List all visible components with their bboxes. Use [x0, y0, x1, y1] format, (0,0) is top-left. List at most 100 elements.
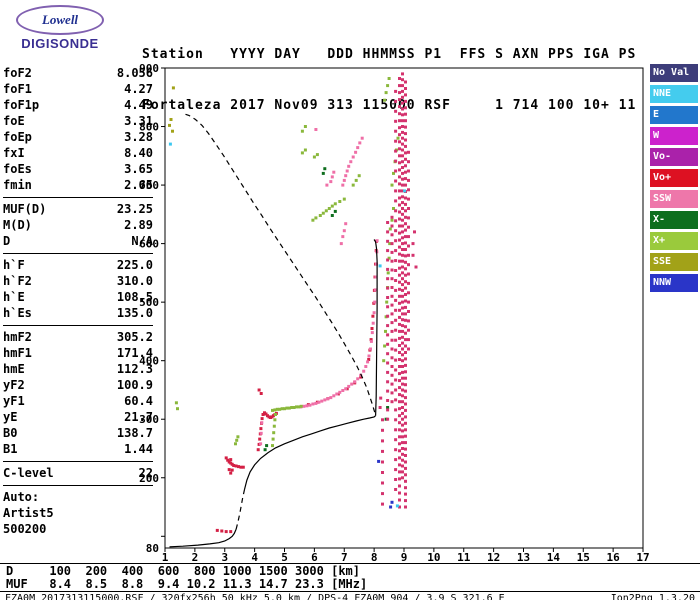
param-label: foEs	[3, 162, 32, 176]
legend-item-e: E	[650, 106, 698, 124]
status-left-text: FZA0M_2017313115000.RSF / 320fx256h 50 k…	[5, 593, 505, 600]
x-tick-label: 13	[517, 551, 530, 564]
param-row: yF1 60.4	[3, 393, 153, 409]
param-row: fxI 8.40	[3, 145, 153, 161]
param-label: B0	[3, 426, 18, 440]
param-label: foE	[3, 114, 25, 128]
param-value: 112.3	[116, 362, 153, 376]
param-label: h`E	[3, 290, 25, 304]
logo-oval: Lowell	[16, 5, 104, 35]
param-row: MUF(D) 23.25	[3, 201, 153, 217]
legend-item-nne: NNE	[650, 85, 698, 103]
param-label: Artist5	[3, 506, 54, 520]
x-tick-label: 4	[251, 551, 258, 564]
param-label: yF1	[3, 394, 25, 408]
param-group: MUF(D) 23.25 M(D) 2.89 D N/A	[3, 198, 153, 254]
param-label: yF2	[3, 378, 25, 392]
param-value: 138.7	[116, 426, 153, 440]
freq-table-row-muf: MUF 8.4 8.5 8.8 9.4 10.2 11.3 14.7 23.3 …	[6, 577, 368, 591]
param-value: 135.0	[116, 306, 153, 320]
param-row: h`F2 310.0	[3, 273, 153, 289]
legend-item-w: W	[650, 127, 698, 145]
ionogram-chart: 1 2 3 4 5 6 7 8 9 10 11 12 13 14 15 16 17900800700600500…	[139, 62, 650, 564]
parameter-panel: foF2 8.056 foF1 4.27 foF1p 4.49 foE 3.31 foEp 3.2…	[3, 62, 153, 541]
param-value: 1.44	[124, 442, 153, 456]
param-row: B1 1.44	[3, 441, 153, 457]
x-tick-label: 2	[192, 551, 199, 564]
param-group: h`F 225.0 h`F2 310.0 h`E 108.5 h`Es 135.0	[3, 254, 153, 326]
param-value: 21.7	[124, 410, 153, 424]
legend-item-x+: X+	[650, 232, 698, 250]
legend-item-vo-: Vo-	[650, 148, 698, 166]
param-label: hmF2	[3, 330, 32, 344]
param-value: 100.9	[116, 378, 153, 392]
x-tick-label: 12	[487, 551, 500, 564]
param-value: 310.0	[116, 274, 153, 288]
legend-item-x-: X-	[650, 211, 698, 229]
header-line1: Station YYYY DAY DDD HHMMSS P1 FFS S AXN…	[142, 47, 637, 62]
param-row: h`Es 135.0	[3, 305, 153, 321]
param-row: hmF2 305.2	[3, 329, 153, 345]
param-label: C-level	[3, 466, 54, 480]
status-right-text: Ion2Png 1.3.20	[610, 593, 695, 600]
param-label: foF1p	[3, 98, 40, 112]
param-value: 2.65	[124, 178, 153, 192]
legend-item-no-val: No Val	[650, 64, 698, 82]
param-row: yF2 100.9	[3, 377, 153, 393]
legend-item-ssw: SSW	[650, 190, 698, 208]
y-tick-label: 300	[139, 413, 159, 426]
legend-item-nnw: NNW	[650, 274, 698, 292]
param-row: h`F 225.0	[3, 257, 153, 273]
param-label: h`F2	[3, 274, 32, 288]
param-label: B1	[3, 442, 18, 456]
param-label: MUF(D)	[3, 202, 47, 216]
x-tick-label: 11	[457, 551, 471, 564]
y-tick-label: 80	[146, 542, 159, 555]
x-tick-label: 15	[577, 551, 590, 564]
freq-table-row-d: D 100 200 400 600 800 1000 1500 3000 [km…	[6, 564, 361, 578]
nnw-navy-specks	[377, 459, 394, 509]
param-value: 22	[138, 466, 153, 480]
param-label: yE	[3, 410, 18, 424]
param-label: 500200	[3, 522, 47, 536]
param-group: C-level 22	[3, 462, 153, 486]
param-value: 2.89	[124, 218, 153, 232]
param-row: D N/A	[3, 233, 153, 249]
x-tick-label: 3	[221, 551, 228, 564]
param-row: yE 21.7	[3, 409, 153, 425]
param-value: 108.5	[116, 290, 153, 304]
param-row: foF2 8.056	[3, 65, 153, 81]
param-row: foE 3.31	[3, 113, 153, 129]
param-row: h`E 108.5	[3, 289, 153, 305]
status-bar: FZA0M_2017313115000.RSF / 320fx256h 50 k…	[0, 591, 700, 600]
modeled-topside-dashed	[183, 113, 376, 413]
legend-item-vo+: Vo+	[650, 169, 698, 187]
logo-name: DIGISONDE	[21, 36, 99, 51]
lowell-digisonde-logo: Lowell DIGISONDE	[8, 5, 112, 51]
param-label: foF2	[3, 66, 32, 80]
x-tick-label: 16	[607, 551, 621, 564]
param-group: foF2 8.056 foF1 4.27 foF1p 4.49 foE 3.31 foEp 3.2…	[3, 62, 153, 198]
param-label: hmF1	[3, 346, 32, 360]
param-value: 8.056	[116, 66, 153, 80]
x-tick-label: 14	[547, 551, 561, 564]
true-height-profile-f-region	[243, 415, 376, 490]
param-group: Auto: Artist5 500200	[3, 486, 153, 541]
param-label: foEp	[3, 130, 32, 144]
logo-brand: Lowell	[41, 12, 79, 27]
param-value: 3.65	[124, 162, 153, 176]
param-label: foF1	[3, 82, 32, 96]
param-row: foF1p 4.49	[3, 97, 153, 113]
param-value: 8.40	[124, 146, 153, 160]
param-value: 4.49	[124, 98, 153, 112]
y-tick-label: 400	[139, 355, 159, 368]
param-row: Artist5	[3, 505, 153, 521]
param-row: foEp 3.28	[3, 129, 153, 145]
param-row: Auto:	[3, 489, 153, 505]
param-value: 305.2	[116, 330, 153, 344]
x-tick-label: 10	[427, 551, 440, 564]
param-row: foF1 4.27	[3, 81, 153, 97]
param-label: h`F	[3, 258, 25, 272]
y-tick-label: 800	[139, 121, 159, 134]
y-tick-label: 700	[139, 179, 159, 192]
